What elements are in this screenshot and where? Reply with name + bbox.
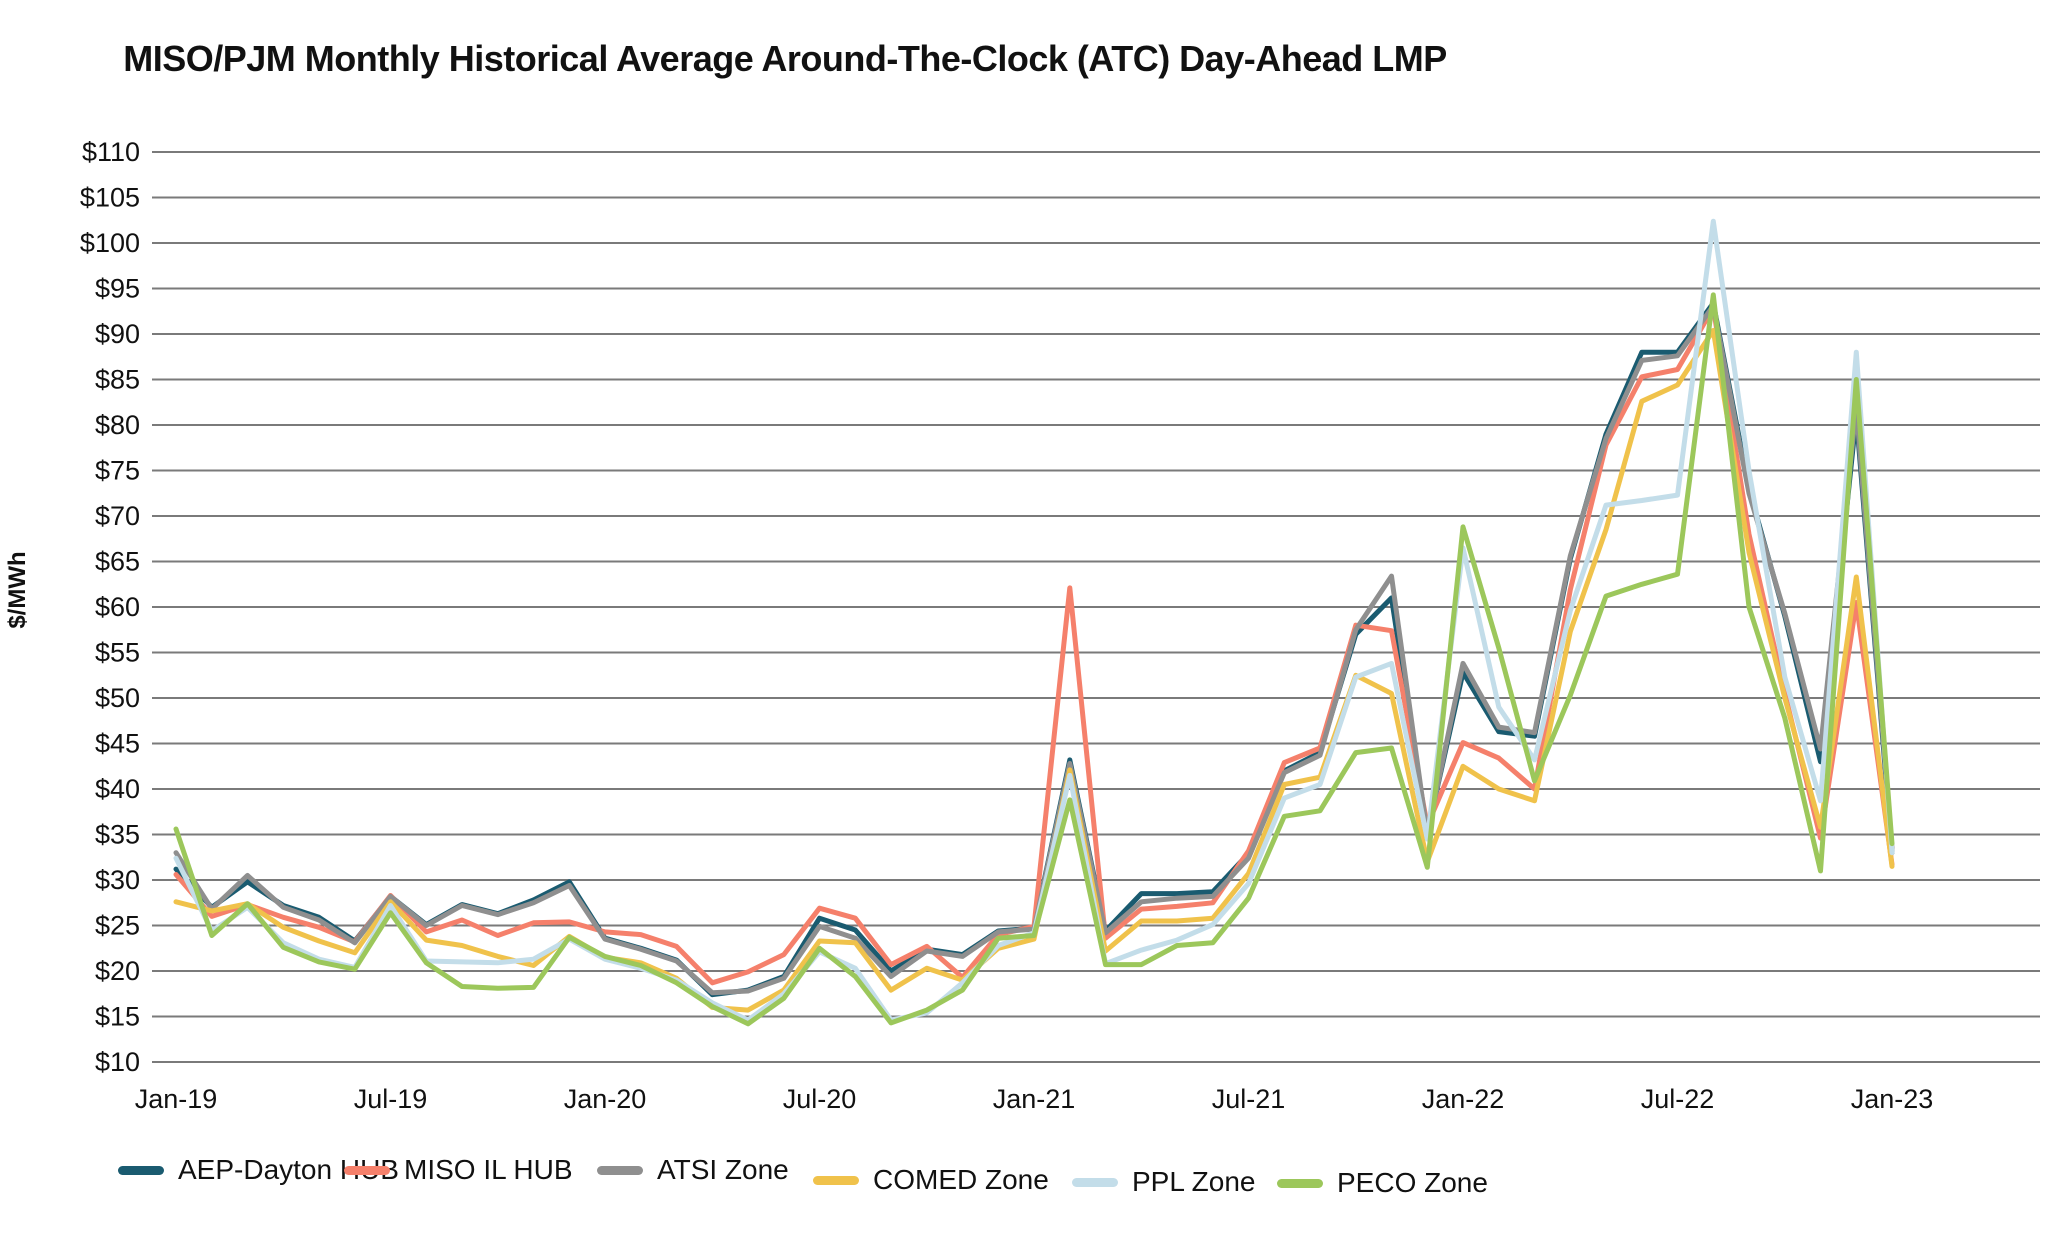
y-tick-label: $80 — [95, 410, 140, 440]
y-tick-label: $45 — [95, 729, 140, 759]
y-tick-label: $25 — [95, 911, 140, 941]
y-tick-label: $50 — [95, 683, 140, 713]
legend-label: ATSI Zone — [657, 1154, 789, 1185]
y-tick-label: $90 — [95, 319, 140, 349]
series-line-atsi-zone — [173, 303, 1895, 996]
legend-item-ppl-zone: PPL Zone — [1072, 1166, 1255, 1198]
y-tick-label: $85 — [95, 365, 140, 395]
y-tick-label: $70 — [95, 501, 140, 531]
legend-swatch — [1277, 1178, 1323, 1188]
series-line-comed-zone — [173, 327, 1895, 1013]
legend-swatch — [597, 1165, 643, 1175]
y-tick-label: $75 — [95, 456, 140, 486]
x-tick-label: Jan-21 — [993, 1084, 1076, 1114]
legend-label: MISO IL HUB — [404, 1154, 573, 1185]
series-line-ppl-zone — [173, 218, 1895, 1023]
legend-label: PECO Zone — [1337, 1167, 1488, 1198]
legend-swatch — [1072, 1177, 1118, 1187]
legend-label: COMED Zone — [873, 1164, 1049, 1195]
y-tick-label: $35 — [95, 820, 140, 850]
legend-swatch — [118, 1165, 164, 1175]
y-tick-label: $110 — [82, 137, 140, 167]
y-tick-label: $60 — [95, 592, 140, 622]
legend-item-miso-il-hub: MISO IL HUB — [344, 1154, 573, 1186]
legend-item-atsi-zone: ATSI Zone — [597, 1154, 789, 1186]
y-tick-label: $10 — [95, 1047, 140, 1077]
x-tick-label: Jul-20 — [783, 1084, 857, 1114]
x-tick-label: Jan-23 — [1851, 1084, 1934, 1114]
y-tick-label: $30 — [95, 865, 140, 895]
series-line-aep-dayton-hub — [173, 300, 1895, 998]
x-tick-label: Jul-22 — [1641, 1084, 1715, 1114]
x-tick-label: Jan-20 — [564, 1084, 647, 1114]
x-tick-label: Jan-22 — [1422, 1084, 1505, 1114]
series-line-miso-il-hub — [173, 305, 1895, 986]
x-tick-label: Jan-19 — [135, 1084, 218, 1114]
y-tick-label: $55 — [95, 638, 140, 668]
y-tick-label: $105 — [80, 183, 140, 213]
x-tick-label: Jul-21 — [1212, 1084, 1286, 1114]
y-tick-label: $20 — [95, 956, 140, 986]
legend-swatch — [344, 1165, 390, 1175]
chart-title: MISO/PJM Monthly Historical Average Arou… — [123, 38, 1447, 79]
y-tick-label: $100 — [80, 228, 140, 258]
legend-label: PPL Zone — [1132, 1166, 1256, 1197]
y-tick-label: $65 — [95, 547, 140, 577]
legend-item-comed-zone: COMED Zone — [813, 1164, 1049, 1196]
series-line-peco-zone — [173, 292, 1895, 1027]
x-tick-label: Jul-19 — [354, 1084, 428, 1114]
y-tick-label: $40 — [95, 774, 140, 804]
y-tick-label: $95 — [95, 274, 140, 304]
y-tick-label: $15 — [95, 1002, 140, 1032]
legend-item-peco-zone: PECO Zone — [1277, 1167, 1488, 1199]
legend-swatch — [813, 1175, 859, 1185]
